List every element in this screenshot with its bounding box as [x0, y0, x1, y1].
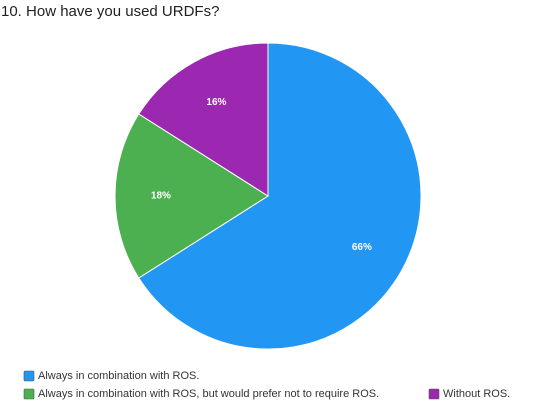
slice-label: 66% [352, 242, 372, 253]
legend-swatch [23, 370, 35, 382]
slice-label: 18% [151, 191, 171, 202]
legend-swatch [23, 388, 35, 400]
chart-title: 10. How have you used URDFs? [1, 3, 219, 20]
legend-label: Always in combination with ROS, but woul… [38, 388, 379, 400]
legend-label: Always in combination with ROS. [38, 370, 199, 382]
pie-slice [114, 113, 269, 279]
slice-label: 16% [206, 97, 226, 108]
pie-slice [138, 42, 422, 350]
legend-swatch [428, 388, 440, 400]
legend-label: Without ROS. [443, 388, 510, 400]
pie-slice [138, 42, 269, 197]
